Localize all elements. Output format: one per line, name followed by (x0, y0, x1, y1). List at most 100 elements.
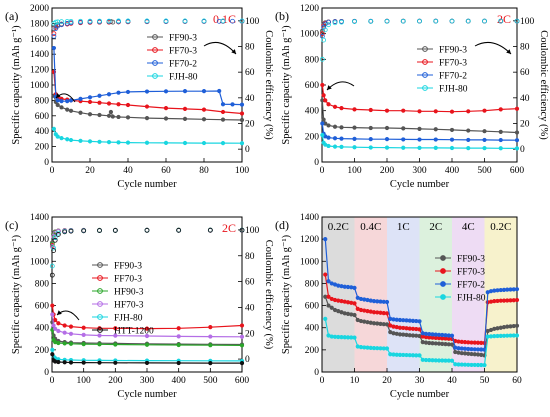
legend-marker (440, 281, 446, 287)
capacity-point (417, 126, 422, 131)
capacity-point (352, 285, 357, 290)
ce-point (125, 18, 131, 24)
y-tick-label: 800 (35, 96, 50, 106)
ce-point (68, 18, 74, 24)
capacity-point (97, 360, 102, 365)
capacity-point (78, 138, 83, 143)
legend-entry: FF70-3 (147, 47, 197, 57)
capacity-point (449, 137, 455, 142)
capacity-point (65, 137, 70, 142)
capacity-point (78, 110, 83, 115)
ce-point (59, 22, 64, 28)
y2-tick-label: 40 (520, 94, 530, 104)
capacity-point (208, 361, 213, 366)
ce-point (51, 248, 56, 253)
capacity-point (384, 125, 390, 131)
capacity-point (417, 109, 422, 114)
capacity-point (144, 116, 150, 121)
ce-point (52, 237, 58, 243)
ce-point (62, 229, 68, 235)
capacity-point (326, 123, 331, 128)
capacity-point (87, 112, 93, 117)
x-tick-label: 300 (412, 166, 427, 176)
capacity-point (220, 117, 226, 122)
capacity-point (125, 102, 131, 108)
capacity-point (50, 347, 55, 352)
capacity-point (433, 145, 438, 150)
legend: FF90-3 FF70-3 HF90-3 HF70-3 FJH-80 HTT-1200 (92, 262, 154, 337)
rate-label: 0.1C (213, 12, 236, 26)
x-tick-label: 50 (480, 376, 490, 386)
y-tick-label: 600 (35, 112, 50, 122)
capacity-point (332, 124, 338, 129)
ce-point (51, 245, 56, 251)
capacity-point (68, 98, 74, 103)
legend-marker (422, 59, 428, 65)
capacity-point (65, 107, 70, 112)
arrow-capacity-head (57, 310, 62, 315)
capacity-point (176, 326, 181, 331)
y2-tick-label: 80 (520, 43, 530, 53)
y-tick-label: 2000 (30, 4, 49, 14)
ce-point (87, 18, 93, 24)
x-axis-label: Cycle number (117, 389, 177, 400)
capacity-point (220, 102, 226, 107)
y-tick-label: 1000 (30, 81, 49, 91)
x-tick-label: 200 (380, 166, 395, 176)
capacity-point (144, 89, 150, 94)
x-tick-label: 60 (512, 376, 522, 386)
ce-point (53, 19, 59, 25)
capacity-point (53, 326, 58, 331)
y-tick-label: 800 (35, 279, 50, 289)
capacity-point (323, 316, 328, 321)
capacity-point (97, 112, 102, 118)
ce-point (59, 19, 64, 25)
x-axis-label: Cycle number (117, 179, 177, 190)
capacity-point (482, 146, 487, 151)
y-tick-label: 1000 (30, 257, 49, 267)
capacity-point (68, 137, 74, 143)
arrow-ce-head (231, 49, 236, 54)
capacity-point (368, 107, 373, 113)
y-tick-label: 1200 (30, 66, 49, 76)
capacity-point (87, 139, 93, 144)
ce-point (55, 228, 61, 234)
capacity-point (466, 137, 471, 143)
y-tick-label: 200 (35, 143, 50, 153)
legend-marker (152, 60, 158, 66)
panel-3: 0.2C 0.4C 1C 2C 4C 0.2C0 10 20 30 40 50 60020040060… (275, 213, 522, 400)
capacity-point (81, 342, 86, 347)
capacity-point (55, 134, 60, 139)
capacity-point (239, 334, 245, 339)
capacity-point (217, 88, 222, 94)
x-tick-label: 40 (123, 166, 133, 176)
capacity-point (230, 102, 235, 107)
legend-entry: FF90-3 (147, 34, 197, 44)
capacity-point (482, 129, 487, 134)
legend-entry: FF70-2 (147, 60, 197, 70)
series-FF90-3 (319, 18, 520, 135)
y2-axis-label: Coulombic efficiency (%) (538, 30, 549, 140)
legend: FF90-3 FF70-3 FF70-2 FJH-80 (435, 255, 486, 304)
x-tick-label: 30 (415, 376, 425, 386)
panel-label: (a) (5, 9, 18, 23)
capacity-point (326, 279, 331, 284)
arrow-ce (203, 41, 237, 55)
capacity-point (352, 136, 357, 141)
legend-label: HF70-3 (114, 301, 144, 311)
capacity-point (113, 360, 118, 365)
ce-point (144, 18, 150, 24)
legend: FF90-3 FF70-3 FF70-2 FJH-80 (417, 46, 468, 95)
ce-point (417, 18, 422, 24)
capacity-point (182, 89, 188, 94)
capacity-point (208, 343, 213, 348)
legend-marker (440, 268, 446, 274)
capacity-point (239, 361, 245, 366)
x-tick-label: 40 (447, 376, 457, 386)
ce-point (78, 18, 83, 24)
x-tick-label: 60 (161, 166, 171, 176)
capacity-point (466, 146, 471, 151)
y-axis-label: Specific capacity (mAh g⁻¹) (281, 25, 292, 145)
y2-tick-label: 40 (245, 303, 255, 313)
